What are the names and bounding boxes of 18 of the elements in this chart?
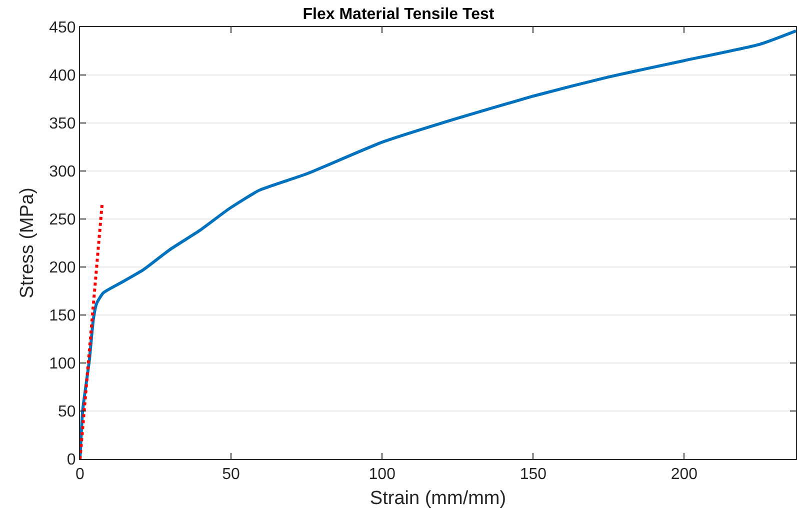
y-tick-label: 150 xyxy=(49,308,76,325)
y-tick-label: 50 xyxy=(58,404,76,421)
y-tick-label: 300 xyxy=(49,164,76,181)
x-tick-label: 100 xyxy=(368,466,396,484)
y-tick-label: 400 xyxy=(49,68,76,85)
x-tick-label: 50 xyxy=(222,466,240,484)
y-tick-label: 450 xyxy=(49,20,76,37)
y-tick-label: 100 xyxy=(49,356,76,373)
x-axis-title: Strain (mm/mm) xyxy=(370,488,506,509)
y-tick-label: 250 xyxy=(49,212,76,229)
y-tick-label: 200 xyxy=(49,260,76,277)
chart-title: Flex Material Tensile Test xyxy=(302,6,495,24)
y-axis-title: Stress (MPa) xyxy=(16,188,38,298)
y-tick-label: 0 xyxy=(66,452,76,469)
x-tick-label: 150 xyxy=(520,466,547,484)
line-series xyxy=(80,29,796,459)
y-tick-label: 350 xyxy=(49,116,76,133)
x-tick-label: 200 xyxy=(670,466,698,484)
